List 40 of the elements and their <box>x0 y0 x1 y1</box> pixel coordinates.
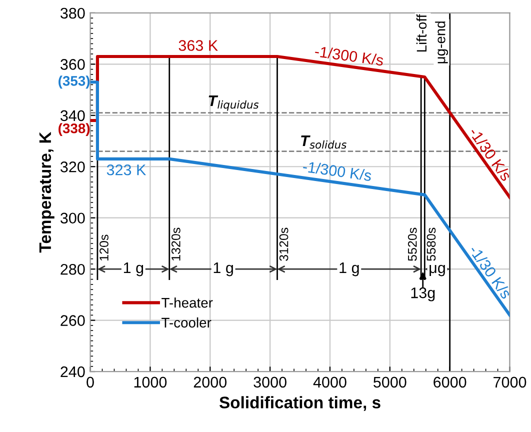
annotation: 1 g <box>214 262 233 276</box>
x-tick-label: 2000 <box>194 376 227 388</box>
y-tick-label: 340 <box>60 110 85 122</box>
ref-line-label: 120s <box>100 234 108 260</box>
annotation: -1/300 K/s <box>302 160 372 182</box>
y-axis-title: Temperature, K <box>39 132 54 253</box>
y-tick-label: 300 <box>60 212 85 224</box>
y-tick-label: 280 <box>60 264 85 275</box>
x-tick-label: 3000 <box>254 376 286 388</box>
y-tick-label: 360 <box>60 59 85 70</box>
x-tick-label: 5000 <box>374 376 406 388</box>
annotation: 323 K <box>106 164 146 176</box>
annotation: (353) <box>58 76 90 89</box>
x-tick-label: 1000 <box>134 376 167 388</box>
annotation: 1 g <box>124 262 144 276</box>
ref-line-label: 5580s <box>426 228 436 261</box>
y-tick-label: 380 <box>60 8 85 19</box>
ref-line-label: 1320s <box>172 228 180 260</box>
legend-label: T-cooler <box>162 317 212 328</box>
legend-label: T-heater <box>162 297 213 308</box>
x-tick-label: 4000 <box>313 376 346 388</box>
x-tick-label: 0 <box>86 376 94 388</box>
ref-line-label: 5520s <box>408 228 417 261</box>
ref-line-label: T$_{solidus}$ <box>301 136 346 149</box>
x-tick-label: 7000 <box>494 376 526 388</box>
annotation: 1 g <box>340 262 359 276</box>
y-tick-label: 240 <box>60 366 85 378</box>
annotation: μg <box>430 264 445 276</box>
y-tick-label: 260 <box>60 315 85 326</box>
annotation: -1/300 K/s <box>314 45 384 66</box>
x-axis-title: Solidification time, s <box>219 396 380 411</box>
y-tick-label: 320 <box>60 161 85 172</box>
annotation: (338) <box>58 123 90 136</box>
x-tick-label: 6000 <box>434 376 466 388</box>
annotation: 363 K <box>178 40 218 51</box>
ref-line-label: μg-end <box>435 22 448 64</box>
ref-line-label: T$_{liquidus}$ <box>208 96 259 111</box>
annotation: 13g <box>411 287 435 302</box>
ref-line-label: 3120s <box>279 228 288 261</box>
annotation: Lift-off <box>416 14 427 52</box>
